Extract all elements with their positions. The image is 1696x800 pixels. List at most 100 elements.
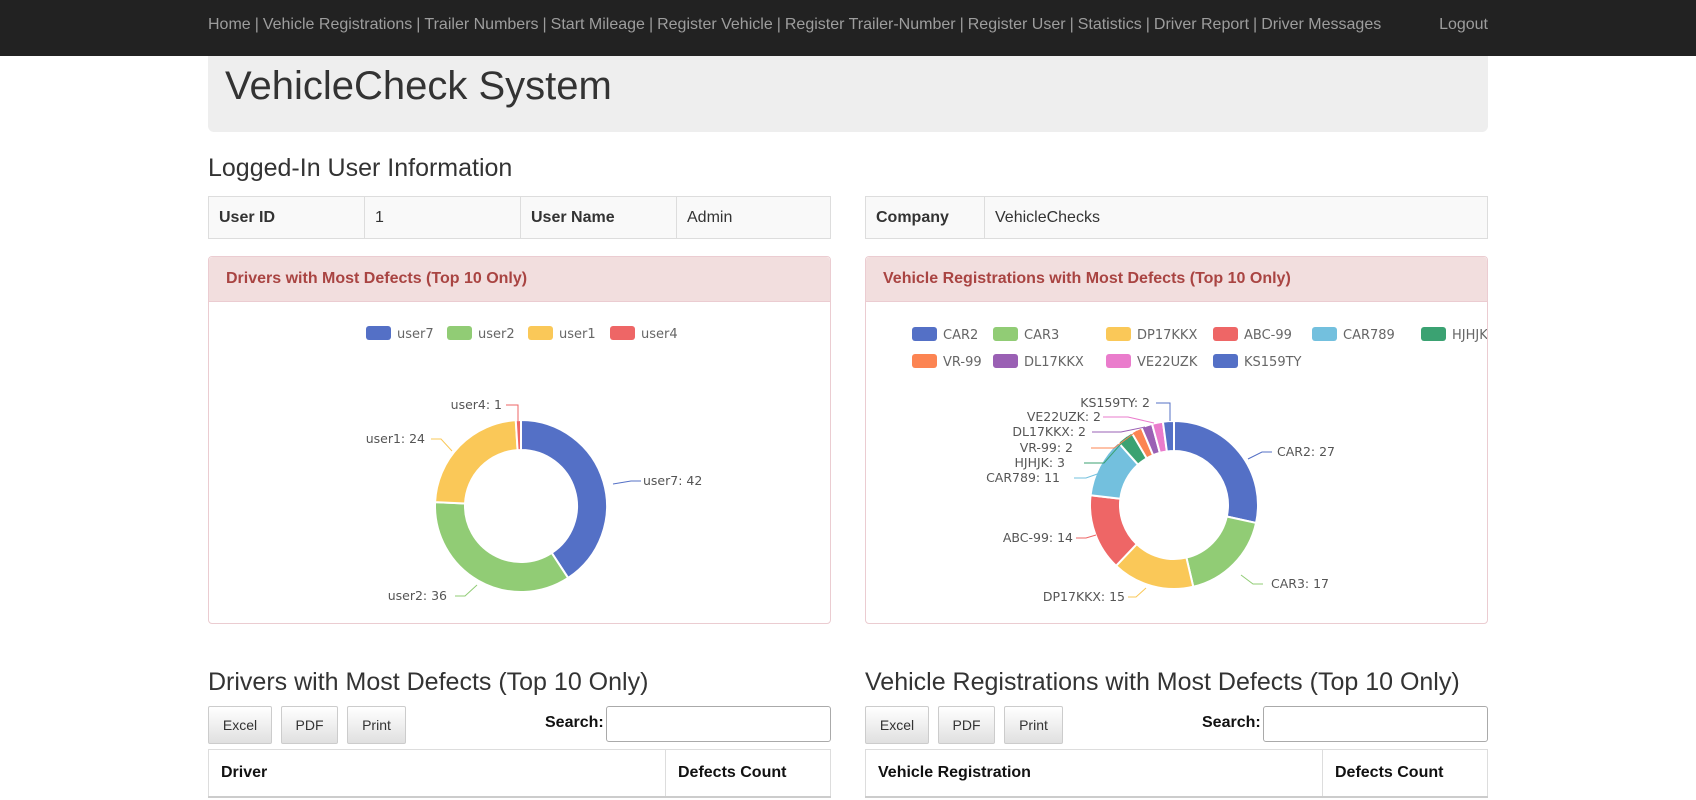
company-value: VehicleChecks xyxy=(984,196,1488,239)
drivers-table: Driver Defects Count xyxy=(208,749,831,798)
label-line-ve22uzk xyxy=(1103,416,1155,424)
data-label-car789: CAR789: 11 xyxy=(986,470,1060,485)
user-info-table: User ID 1 User Name Admin xyxy=(208,196,831,239)
top-navbar: Home | Vehicle Registrations | Trailer Numbe… xyxy=(0,0,1696,56)
legend-label-car789[interactable]: CAR789 xyxy=(1343,328,1395,343)
drivers-excel-button[interactable]: Excel xyxy=(208,706,272,744)
legend-label-hjhjk[interactable]: HJHJK xyxy=(1452,328,1487,343)
label-line-car2 xyxy=(1247,451,1272,460)
legend-swatch-ks159ty[interactable] xyxy=(1213,354,1238,368)
data-label-vr-99: VR-99: 2 xyxy=(1020,440,1073,455)
slice-user2[interactable] xyxy=(434,501,570,593)
legend-label-ks159ty[interactable]: KS159TY xyxy=(1244,355,1302,370)
nav-driver-messages[interactable]: Driver Messages xyxy=(1261,16,1382,33)
legend-swatch-vr-99[interactable] xyxy=(912,354,937,368)
legend-label-user7[interactable]: user7 xyxy=(397,327,434,342)
data-label-user1: user1: 24 xyxy=(366,431,425,446)
legend-label-vr-99[interactable]: VR-99 xyxy=(943,355,982,370)
vehicles-print-button[interactable]: Print xyxy=(1004,706,1063,744)
legend-label-dp17kkx[interactable]: DP17KKX xyxy=(1137,328,1197,343)
slice-user7[interactable] xyxy=(520,419,608,579)
label-line-user4 xyxy=(506,404,519,421)
vehicles-chart-title: Vehicle Registrations with Most Defects … xyxy=(866,257,1487,302)
legend-swatch-user7[interactable] xyxy=(366,326,391,340)
slice-car2[interactable] xyxy=(1173,420,1259,524)
legend-label-car3[interactable]: CAR3 xyxy=(1024,328,1059,343)
drivers-donut-chart: user7 user2 user1 user4 user7: 42 user2: 36 us… xyxy=(366,326,702,603)
page-title: VehicleCheck System xyxy=(225,64,612,108)
page-header: VehicleCheck System xyxy=(208,56,1488,132)
slice-car3[interactable] xyxy=(1185,515,1258,588)
defects-count-column-header[interactable]: Defects Count xyxy=(665,749,831,798)
user-info-heading: Logged-In User Information xyxy=(208,154,513,182)
label-line-vr-99 xyxy=(1091,430,1138,449)
legend-swatch-abc-99[interactable] xyxy=(1213,327,1238,341)
nav-statistics[interactable]: Statistics xyxy=(1077,16,1142,33)
vehicles-search-label: Search: xyxy=(1202,714,1261,731)
drivers-search-input[interactable] xyxy=(606,706,831,742)
nav-driver-report[interactable]: Driver Report xyxy=(1153,16,1250,33)
vehicle-defects-count-column-header[interactable]: Defects Count xyxy=(1322,749,1488,798)
legend-swatch-car3[interactable] xyxy=(993,327,1018,341)
legend-swatch-user1[interactable] xyxy=(528,326,553,340)
legend-swatch-hjhjk[interactable] xyxy=(1421,327,1446,341)
drivers-chart-panel: Drivers with Most Defects (Top 10 Only) … xyxy=(208,256,831,624)
vehicles-search-input[interactable] xyxy=(1263,706,1488,742)
nav-vehicle-registrations[interactable]: Vehicle Registrations xyxy=(262,16,413,33)
drivers-pdf-button[interactable]: PDF xyxy=(281,706,338,744)
data-label-car2: CAR2: 27 xyxy=(1277,444,1335,459)
slice-user4[interactable] xyxy=(514,419,522,452)
legend-swatch-ve22uzk[interactable] xyxy=(1106,354,1131,368)
logout-link[interactable]: Logout xyxy=(1439,16,1488,33)
nav-trailer-numbers[interactable]: Trailer Numbers xyxy=(424,16,539,33)
vehicles-chart-panel: Vehicle Registrations with Most Defects … xyxy=(865,256,1488,624)
vehicles-table: Vehicle Registration Defects Count xyxy=(865,749,1488,798)
data-label-ks159ty: KS159TY: 2 xyxy=(1080,395,1150,410)
nav-start-mileage[interactable]: Start Mileage xyxy=(550,16,645,33)
legend-label-user2[interactable]: user2 xyxy=(478,327,515,342)
data-label-dl17kkx: DL17KKX: 2 xyxy=(1012,424,1086,439)
driver-column-header[interactable]: Driver xyxy=(208,749,666,798)
data-label-user4: user4: 1 xyxy=(451,397,502,412)
user-name-value: Admin xyxy=(676,196,831,239)
label-line-car789 xyxy=(1074,471,1104,479)
user-id-value: 1 xyxy=(364,196,521,239)
vehicles-excel-button[interactable]: Excel xyxy=(865,706,929,744)
nav-register-user[interactable]: Register User xyxy=(967,16,1066,33)
slice-user1[interactable] xyxy=(434,419,519,505)
data-label-ve22uzk: VE22UZK: 2 xyxy=(1027,409,1101,424)
legend-label-abc-99[interactable]: ABC-99 xyxy=(1244,328,1292,343)
vehicles-table-heading: Vehicle Registrations with Most Defects … xyxy=(865,668,1460,696)
label-line-car3 xyxy=(1240,574,1263,585)
data-label-hjhjk: HJHJK: 3 xyxy=(1014,455,1065,470)
legend-swatch-car2[interactable] xyxy=(912,327,937,341)
legend-label-dl17kkx[interactable]: DL17KKX xyxy=(1024,355,1084,370)
legend-label-car2[interactable]: CAR2 xyxy=(943,328,978,343)
label-line-hjhjk xyxy=(1084,436,1128,464)
data-label-car3: CAR3: 17 xyxy=(1271,576,1329,591)
vehicles-pdf-button[interactable]: PDF xyxy=(938,706,995,744)
legend-swatch-user4[interactable] xyxy=(610,326,635,340)
legend-swatch-dl17kkx[interactable] xyxy=(993,354,1018,368)
legend-swatch-car789[interactable] xyxy=(1312,327,1337,341)
nav-register-vehicle[interactable]: Register Vehicle xyxy=(657,16,773,33)
data-label-abc-99: ABC-99: 14 xyxy=(1003,530,1073,545)
legend-label-user4[interactable]: user4 xyxy=(641,327,678,342)
company-info-table: Company VehicleChecks xyxy=(865,196,1488,239)
drivers-print-button[interactable]: Print xyxy=(347,706,406,744)
nav-register-trailer-number[interactable]: Register Trailer-Number xyxy=(784,16,956,33)
company-label: Company xyxy=(865,196,985,239)
label-line-dl17kkx xyxy=(1092,426,1146,433)
legend-label-ve22uzk[interactable]: VE22UZK xyxy=(1137,355,1198,370)
nav-home[interactable]: Home xyxy=(208,16,251,33)
drivers-search-label: Search: xyxy=(545,714,604,731)
vehicle-registration-column-header[interactable]: Vehicle Registration xyxy=(865,749,1323,798)
label-line-abc-99 xyxy=(1076,534,1097,539)
legend-label-user1[interactable]: user1 xyxy=(559,327,596,342)
legend-swatch-dp17kkx[interactable] xyxy=(1106,327,1131,341)
nav-links: Home | Vehicle Registrations | Trailer Numbe… xyxy=(208,16,1382,33)
legend-swatch-user2[interactable] xyxy=(447,326,472,340)
slice-ks159ty[interactable] xyxy=(1161,420,1175,453)
label-line-ks159ty xyxy=(1156,402,1171,421)
drivers-chart-title: Drivers with Most Defects (Top 10 Only) xyxy=(209,257,830,302)
